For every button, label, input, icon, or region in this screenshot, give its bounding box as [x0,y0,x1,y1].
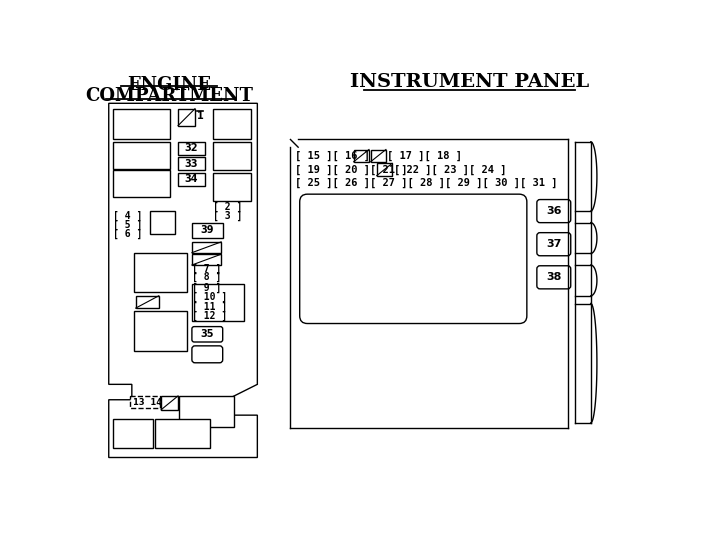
Bar [212,173,251,201]
Text: [ 9 ]: [ 9 ] [192,283,221,293]
Bar [112,170,171,197]
FancyBboxPatch shape [192,346,222,363]
Text: 37: 37 [546,239,562,249]
Bar [178,109,195,126]
Text: [ 17 ][ 18 ]: [ 17 ][ 18 ] [387,151,462,161]
Bar [112,109,171,139]
Bar [212,109,251,139]
Text: 34: 34 [185,174,198,184]
Bar [192,222,222,238]
Bar [135,296,159,308]
Text: COMPARTMENT: COMPARTMENT [85,87,253,105]
Text: [ 3 ]: [ 3 ] [213,211,243,221]
Text: [ 10 ]: [ 10 ] [192,292,227,302]
Bar [178,142,205,155]
FancyBboxPatch shape [192,327,222,342]
Bar [134,311,186,351]
Text: 36: 36 [546,206,562,216]
Text: 35: 35 [201,329,214,339]
Text: [ 7 ]: [ 7 ] [192,264,221,274]
FancyBboxPatch shape [537,233,571,256]
Bar [192,242,221,253]
Text: 32: 32 [185,143,198,153]
Text: [ 22 ][ 23 ][ 24 ]: [ 22 ][ 23 ][ 24 ] [395,164,507,174]
FancyBboxPatch shape [300,194,527,323]
Text: 13  14: 13 14 [132,397,162,407]
Bar [155,419,210,448]
Bar [192,254,221,265]
Text: 33: 33 [185,159,198,168]
FancyBboxPatch shape [537,200,571,222]
Text: [ 4 ]: [ 4 ] [112,211,142,221]
Bar [192,284,244,321]
Text: 38: 38 [546,272,562,282]
Text: [ 11 ]: [ 11 ] [192,301,227,312]
Text: INSTRUMENT PANEL: INSTRUMENT PANEL [349,73,589,91]
FancyBboxPatch shape [537,266,571,289]
Bar [161,396,178,410]
Bar [112,142,171,168]
Bar [178,173,205,186]
Text: [ 19 ][ 20 ][ 21 ]: [ 19 ][ 20 ][ 21 ] [295,164,408,174]
Text: [ 5 ]: [ 5 ] [112,220,142,230]
Bar [178,157,205,170]
Text: [ 8 ]: [ 8 ] [192,272,221,282]
Text: [ 25 ][ 26 ][ 27 ][ 28 ][ 29 ][ 30 ][ 31 ]: [ 25 ][ 26 ][ 27 ][ 28 ][ 29 ][ 30 ][ 31… [295,178,557,188]
Text: [ 6 ]: [ 6 ] [112,229,142,239]
Text: [ 15 ][ 16 ]: [ 15 ][ 16 ] [295,151,370,161]
Bar [134,253,186,292]
Bar [112,419,153,448]
Text: 1: 1 [197,111,204,120]
Text: [ 2 ]: [ 2 ] [213,201,243,212]
Text: 39: 39 [201,225,214,235]
Text: [ 12 ]: [ 12 ] [192,310,227,321]
Bar [130,396,160,408]
Bar [377,164,392,176]
Bar [354,150,369,162]
Bar [179,396,234,427]
Bar [150,211,175,234]
Bar [212,142,251,170]
Bar [371,150,386,162]
Text: ENGINE: ENGINE [127,76,211,93]
